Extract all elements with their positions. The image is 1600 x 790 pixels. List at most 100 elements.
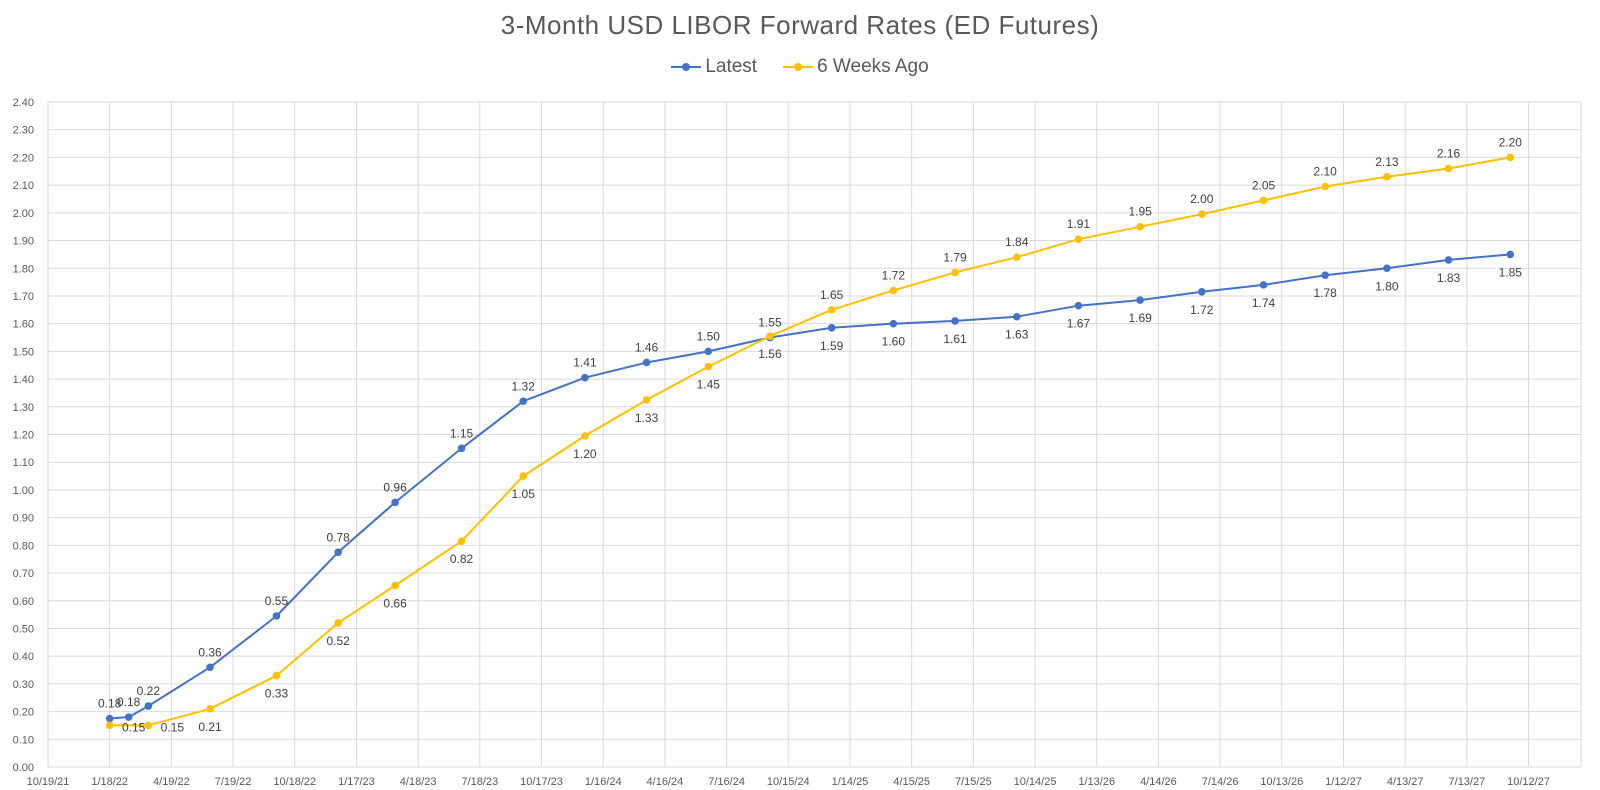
x-tick-label: 7/16/24 <box>708 776 745 788</box>
data-point-6-weeks-ago <box>519 472 528 480</box>
data-label-latest: 1.59 <box>820 339 844 353</box>
data-point-6-weeks-ago <box>1074 235 1083 243</box>
data-label-6-weeks-ago: 1.72 <box>882 268 906 282</box>
y-tick-label: 0.30 <box>13 679 34 691</box>
data-point-latest <box>1259 281 1268 289</box>
data-label-6-weeks-ago: 2.05 <box>1252 178 1276 192</box>
y-tick-label: 0.10 <box>13 734 34 746</box>
y-tick-label: 1.50 <box>13 346 34 358</box>
data-point-latest <box>827 324 836 332</box>
data-point-6-weeks-ago <box>1321 182 1329 191</box>
data-label-6-weeks-ago: 0.82 <box>450 552 474 566</box>
y-tick-label: 1.10 <box>13 457 34 469</box>
data-label-latest: 1.50 <box>697 329 721 343</box>
x-tick-label: 4/14/26 <box>1140 776 1177 788</box>
data-point-6-weeks-ago <box>1383 173 1391 181</box>
y-tick-label: 1.70 <box>13 291 34 303</box>
data-point-latest <box>1012 312 1021 321</box>
data-point-latest <box>519 397 528 406</box>
y-tick-label: 1.00 <box>13 485 34 497</box>
data-label-latest: 0.18 <box>98 697 122 711</box>
data-label-6-weeks-ago: 0.15 <box>122 720 146 734</box>
x-tick-label: 4/13/27 <box>1387 776 1424 788</box>
x-tick-label: 4/16/24 <box>647 776 684 788</box>
chart-title: 3-Month USD LIBOR Forward Rates (ED Futu… <box>500 10 1100 40</box>
data-label-6-weeks-ago: 1.84 <box>1005 235 1029 249</box>
data-point-6-weeks-ago <box>766 332 774 340</box>
data-point-6-weeks-ago <box>1444 164 1453 173</box>
x-tick-label: 4/19/22 <box>153 776 190 788</box>
y-tick-label: 2.30 <box>13 125 34 137</box>
data-point-latest <box>144 702 153 710</box>
x-tick-label: 7/13/27 <box>1449 776 1486 788</box>
data-point-latest <box>391 498 399 507</box>
series-line-6-weeks-ago <box>109 156 1511 727</box>
y-tick-label: 1.60 <box>13 319 34 331</box>
data-label-latest: 1.80 <box>1375 279 1399 293</box>
data-label-latest: 0.36 <box>198 645 222 659</box>
data-label-latest: 0.55 <box>265 594 289 608</box>
y-tick-label: 0.50 <box>13 623 34 635</box>
data-point-6-weeks-ago <box>827 306 836 314</box>
data-label-6-weeks-ago: 0.33 <box>265 687 289 701</box>
data-point-latest <box>704 347 713 356</box>
x-tick-label: 4/15/25 <box>893 776 930 788</box>
data-label-latest: 1.74 <box>1252 296 1276 310</box>
y-tick-label: 0.00 <box>13 762 34 774</box>
data-label-6-weeks-ago: 1.45 <box>697 378 721 392</box>
legend-item-6-weeks-ago: 6 Weeks Ago <box>783 56 929 78</box>
x-tick-label: 7/15/25 <box>955 776 992 788</box>
data-point-latest <box>105 714 114 723</box>
data-label-6-weeks-ago: 0.15 <box>161 720 185 734</box>
data-label-6-weeks-ago: 0.66 <box>383 597 407 611</box>
x-tick-label: 1/14/25 <box>832 776 869 788</box>
data-label-latest: 1.55 <box>758 316 782 330</box>
legend: Latest 6 Weeks Ago <box>0 56 1600 78</box>
data-label-6-weeks-ago: 1.05 <box>512 487 536 501</box>
x-tick-label: 4/18/23 <box>400 776 437 788</box>
y-tick-label: 0.40 <box>13 651 34 663</box>
data-point-latest <box>272 612 281 620</box>
x-tick-label: 1/16/24 <box>585 776 622 788</box>
y-tick-label: 2.00 <box>13 208 34 220</box>
data-label-6-weeks-ago: 2.10 <box>1314 165 1338 179</box>
data-point-latest <box>581 373 589 382</box>
y-tick-label: 0.80 <box>13 540 34 552</box>
data-point-6-weeks-ago <box>1506 153 1515 162</box>
data-label-latest: 1.60 <box>882 335 906 349</box>
data-label-6-weeks-ago: 2.00 <box>1190 192 1214 206</box>
data-point-6-weeks-ago <box>457 537 466 545</box>
data-label-latest: 0.18 <box>117 695 141 709</box>
data-point-6-weeks-ago <box>144 721 153 730</box>
x-tick-label: 10/18/22 <box>273 776 316 788</box>
legend-item-latest: Latest <box>671 56 757 78</box>
data-point-6-weeks-ago <box>642 396 651 404</box>
y-tick-label: 2.40 <box>13 97 34 109</box>
data-label-latest: 1.63 <box>1005 328 1029 342</box>
data-point-latest <box>124 713 133 721</box>
data-point-latest <box>334 548 342 557</box>
y-tick-label: 2.10 <box>13 180 34 192</box>
x-tick-label: 10/13/26 <box>1260 776 1303 788</box>
x-tick-label: 1/17/23 <box>338 776 375 788</box>
data-label-latest: 1.69 <box>1128 311 1152 325</box>
data-point-6-weeks-ago <box>581 432 589 440</box>
data-point-latest <box>206 663 214 672</box>
data-label-6-weeks-ago: 1.95 <box>1128 205 1152 219</box>
y-tick-label: 0.90 <box>13 513 34 525</box>
data-point-6-weeks-ago <box>704 362 713 371</box>
data-point-latest <box>1198 288 1206 296</box>
data-label-6-weeks-ago: 1.20 <box>573 447 597 461</box>
data-label-latest: 1.46 <box>635 340 659 354</box>
x-tick-label: 7/19/22 <box>215 776 252 788</box>
data-label-6-weeks-ago: 2.20 <box>1499 135 1523 149</box>
y-tick-label: 1.40 <box>13 374 34 386</box>
x-tick-label: 10/14/25 <box>1014 776 1057 788</box>
data-label-6-weeks-ago: 1.56 <box>758 347 782 361</box>
data-label-latest: 1.78 <box>1314 286 1338 300</box>
y-tick-label: 0.70 <box>13 568 34 580</box>
x-tick-label: 10/17/23 <box>520 776 563 788</box>
y-tick-label: 0.60 <box>13 596 34 608</box>
x-tick-label: 7/14/26 <box>1202 776 1239 788</box>
